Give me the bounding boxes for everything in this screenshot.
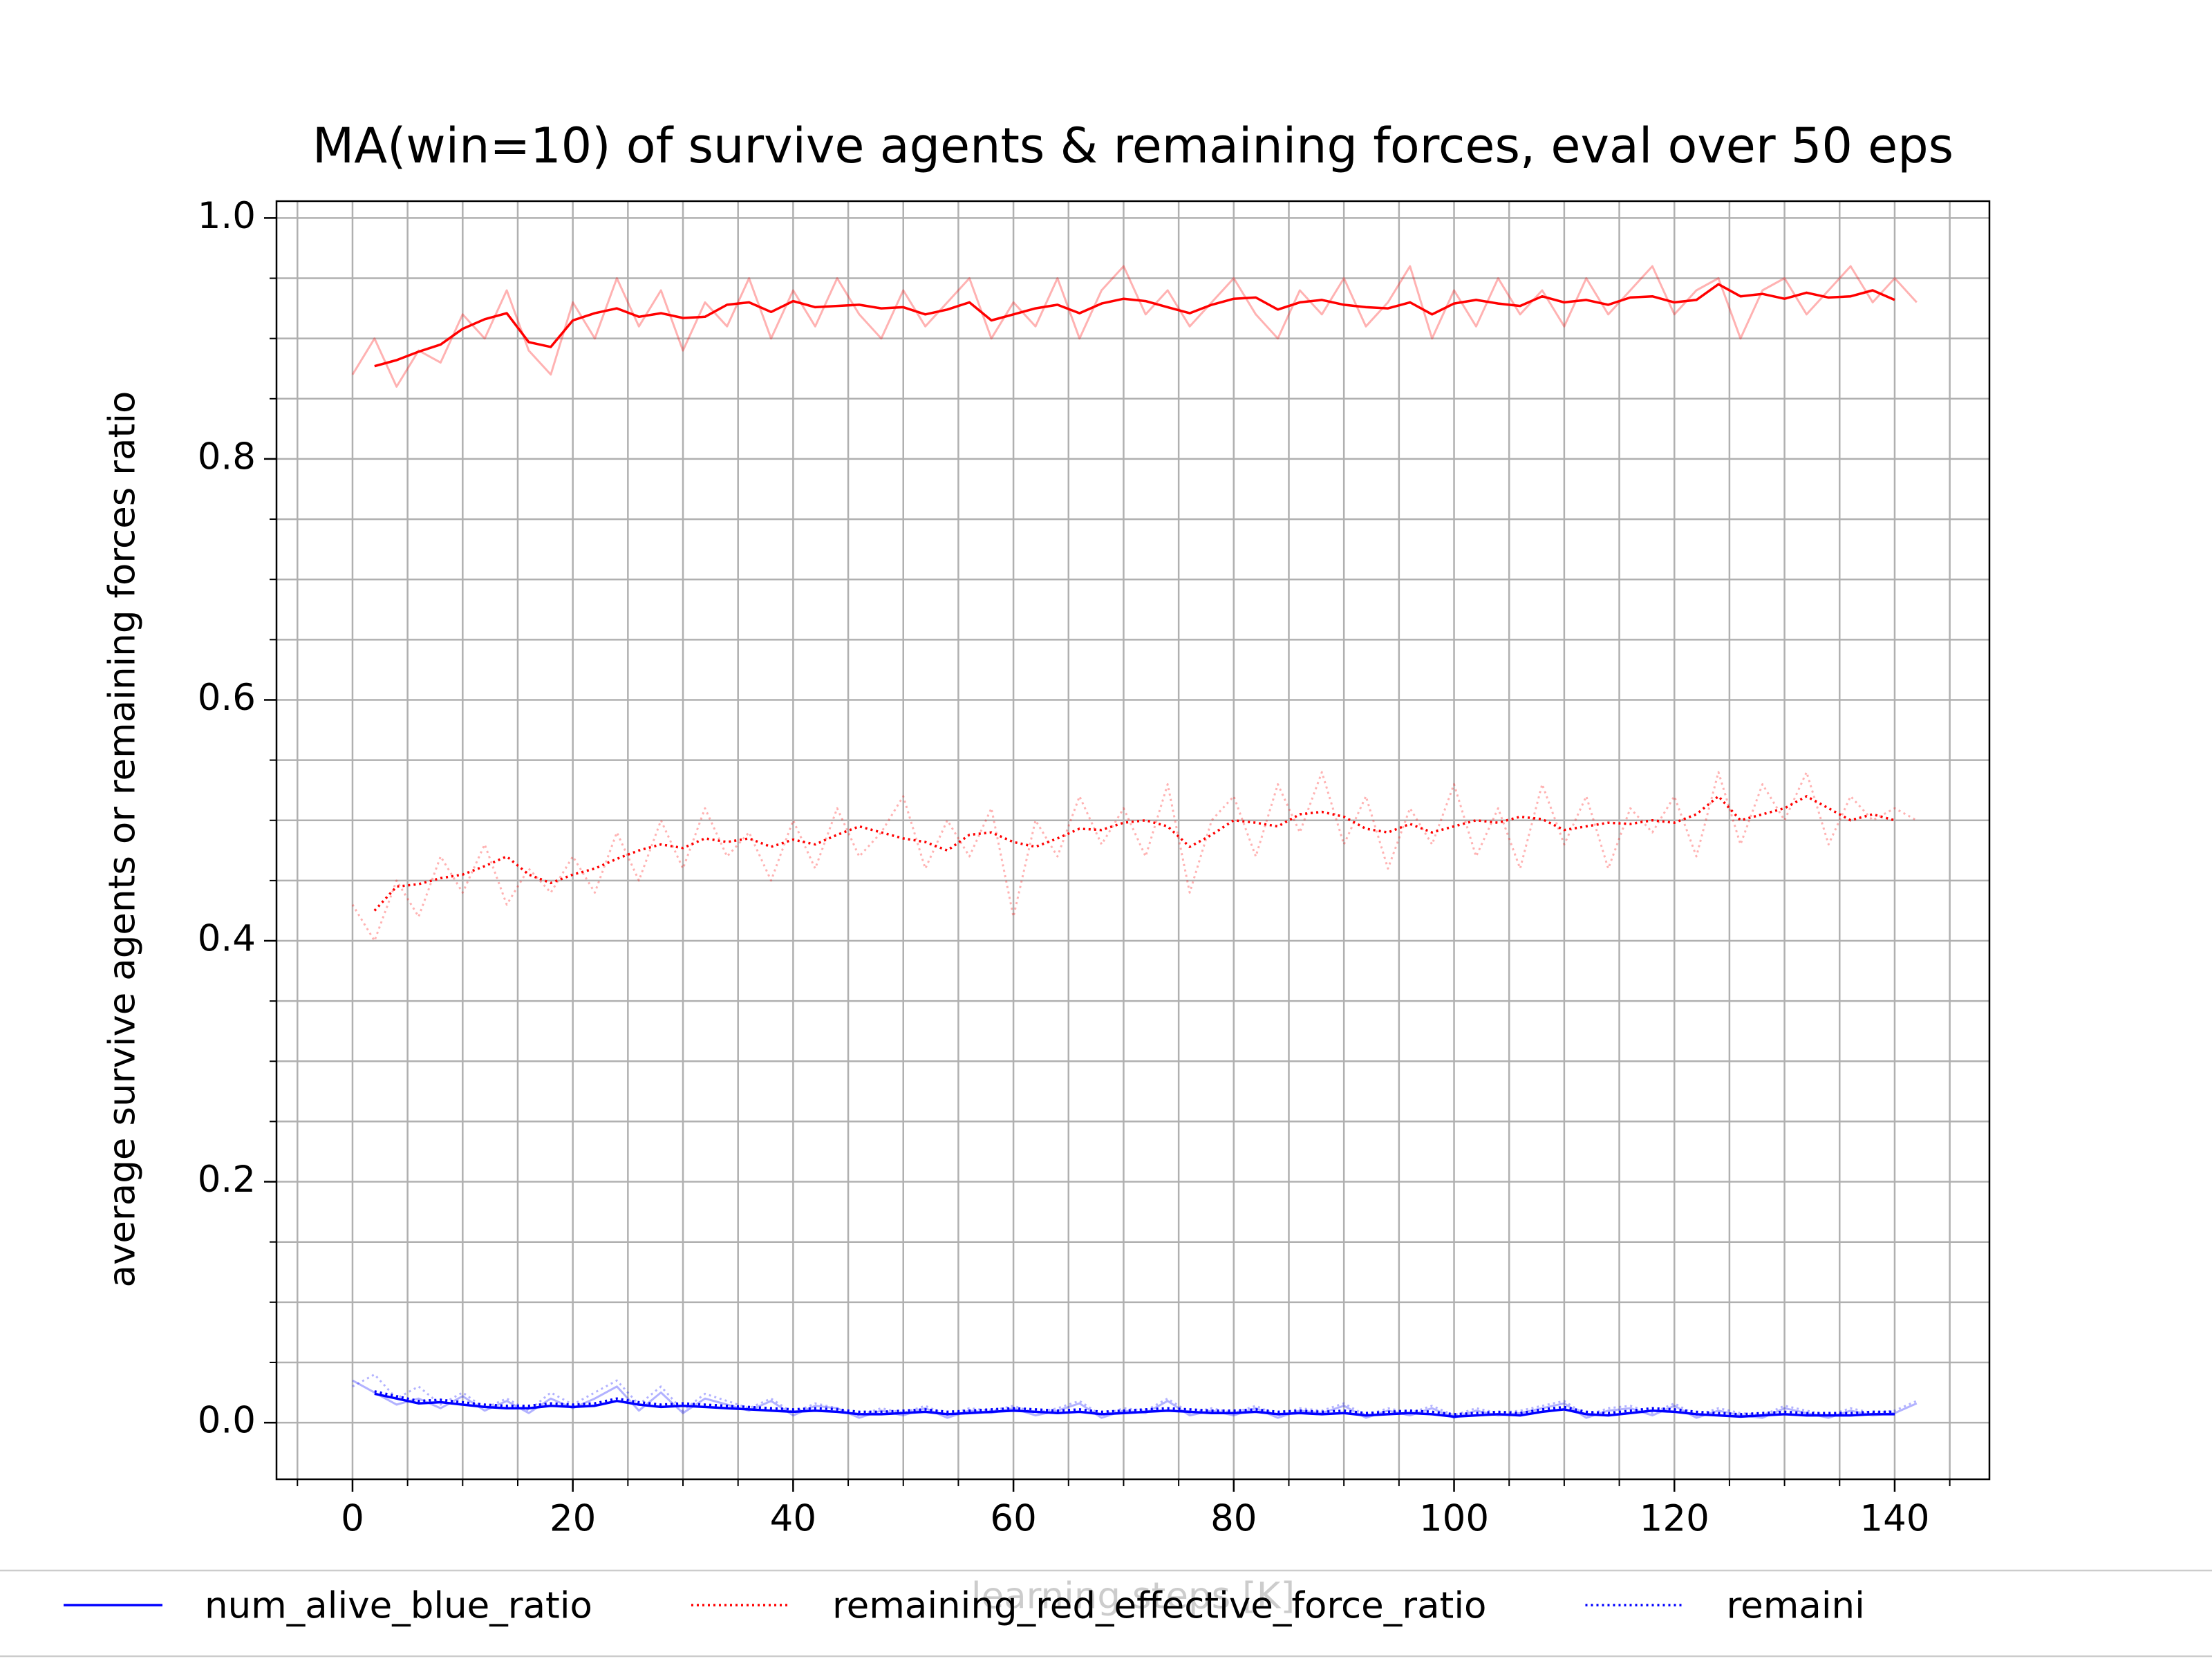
legend-label: remaining_red_effective_force_ratio (832, 1585, 1487, 1627)
x-tick-label: 0 (341, 1498, 364, 1540)
series-line (374, 283, 1895, 368)
legend-label: remaini (1726, 1585, 1864, 1627)
y-tick-label: 0.6 (198, 677, 256, 719)
series-line (374, 1392, 1895, 1418)
y-tick-label: 0.4 (198, 918, 256, 960)
series-line (374, 1390, 1895, 1416)
y-tick-label: 0.8 (198, 436, 256, 478)
x-tick-label: 60 (990, 1498, 1036, 1540)
plot-area (351, 265, 1918, 1419)
x-tick-label: 140 (1859, 1498, 1929, 1540)
x-tick-label: 120 (1640, 1498, 1709, 1540)
x-tick-label: 20 (550, 1498, 596, 1540)
x-tick-label: 100 (1419, 1498, 1489, 1540)
y-tick-label: 0.2 (198, 1159, 256, 1201)
x-tick-label: 40 (770, 1498, 816, 1540)
x-tick-label: 80 (1210, 1498, 1257, 1540)
series-line (351, 265, 1918, 388)
series-line (373, 795, 1895, 912)
legend-label: num_alive_blue_ratio (205, 1585, 592, 1627)
chart-title: MA(win=10) of survive agents & remaining… (312, 118, 1953, 174)
y-tick-label: 1.0 (198, 195, 256, 237)
y-axis-label: average survive agents or remaining forc… (102, 391, 144, 1288)
legend-box (0, 1569, 2212, 1658)
plot-frame (275, 200, 1991, 1481)
series-line (351, 771, 1918, 942)
y-tick-label: 0.0 (198, 1400, 256, 1442)
